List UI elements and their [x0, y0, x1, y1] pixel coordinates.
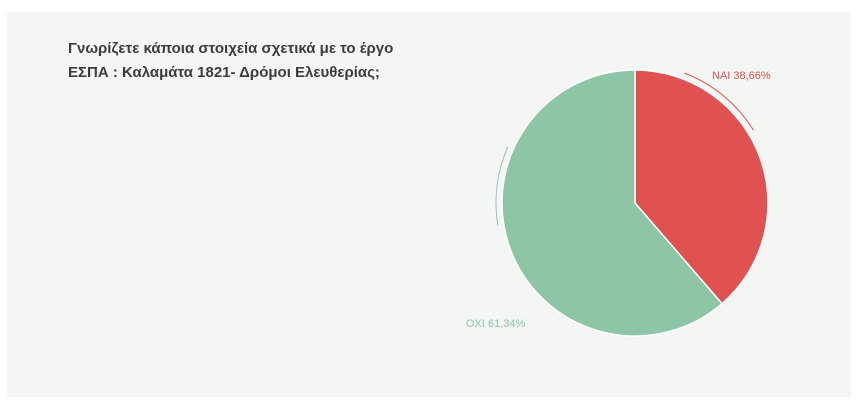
label-guide-yes	[684, 72, 754, 131]
pie-slice-no	[501, 69, 724, 337]
pie-slice-yes	[634, 69, 769, 305]
slice-label-yes: ΝΑΙ 38,66%	[712, 70, 771, 82]
slice-label-no: ΟΧΙ 61,34%	[466, 318, 526, 330]
question-title: Γνωρίζετε κάποια στοιχεία σχετικά με το …	[68, 40, 394, 81]
label-guide-no	[495, 146, 509, 226]
